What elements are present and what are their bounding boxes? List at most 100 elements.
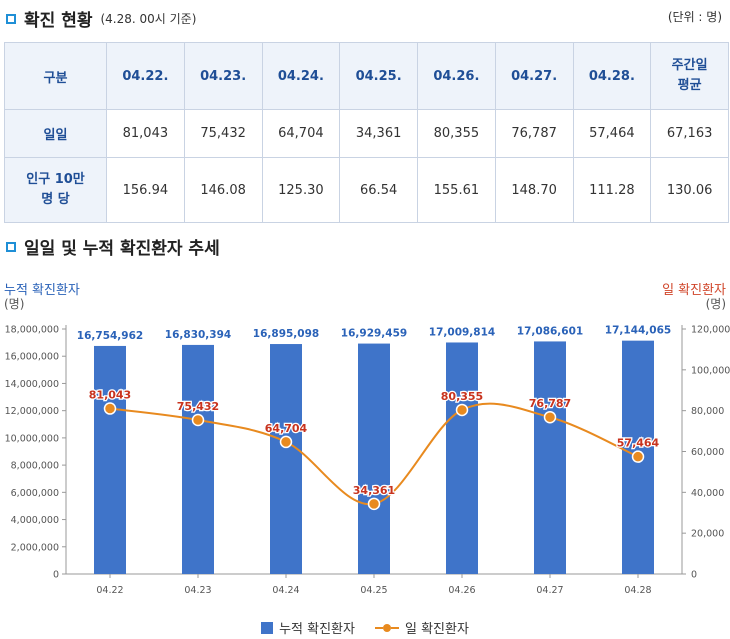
legend-label-cumulative: 누적 확진환자 [279, 622, 355, 637]
chart-legend: 누적 확진환자 일 확진환자 [0, 618, 730, 637]
left-tick-label: 4,000,000 [11, 515, 59, 526]
left-tick-label: 12,000,000 [5, 406, 59, 417]
legend-bar-swatch [261, 621, 274, 634]
table-cell: 76,787 [494, 109, 574, 158]
x-tick-label: 04.24 [272, 585, 299, 596]
x-tick-label: 04.26 [448, 585, 475, 596]
table-cell: 64,704 [261, 109, 341, 158]
left-tick-label: 10,000,000 [5, 433, 59, 444]
daily-value-label: 75,432 [177, 400, 219, 413]
daily-point [631, 450, 645, 463]
right-tick-label: 80,000 [691, 406, 724, 417]
bar-value-label: 16,895,098 [253, 328, 319, 340]
status-table: 구분 04.22. 04.23. 04.24. 04.25. 04.26. 04… [4, 42, 729, 223]
table-cell: 130.06 [650, 157, 729, 223]
daily-value-label: 81,043 [89, 389, 131, 402]
bar-value-label: 17,144,065 [605, 325, 671, 337]
legend-line-swatch [374, 623, 399, 632]
table-row-per-100k: 인구 10만 명 당 156.94 146.08 125.30 66.54 15… [4, 157, 729, 223]
bar-cumulative [446, 342, 478, 574]
daily-point [279, 435, 293, 449]
section-header-trend: 일일 및 누적 확진환자 추세 [6, 234, 220, 259]
section-title: 확진 현황 [24, 11, 93, 31]
bar-cumulative [182, 344, 214, 574]
left-tick-label: 14,000,000 [5, 379, 59, 390]
table-cell: 67,163 [650, 109, 729, 158]
bar-value-label: 16,929,459 [341, 328, 407, 340]
bar-value-label: 17,009,814 [429, 326, 495, 338]
daily-value-label: 34,361 [353, 484, 395, 497]
daily-point [191, 413, 205, 427]
daily-point [367, 497, 381, 511]
right-tick-label: 20,000 [691, 529, 724, 540]
header-cell: 04.26. [417, 42, 496, 110]
header-cell: 04.23. [183, 42, 263, 110]
x-tick-label: 04.27 [536, 585, 563, 596]
left-axis-title: 누적 확진환자 [4, 283, 80, 298]
header-cell-weekly-avg: 주간일 평균 [650, 42, 729, 110]
table-cell: 66.54 [339, 157, 418, 223]
daily-value-label: 64,704 [265, 422, 308, 435]
header-cell: 04.24. [261, 42, 341, 110]
bar-cumulative [358, 343, 390, 574]
bar-value-label: 16,830,394 [165, 329, 231, 341]
section-square-icon [6, 13, 16, 24]
bar-cumulative [94, 345, 126, 574]
right-axis-title: 일 확진환자 [662, 283, 726, 298]
table-header-row: 구분 04.22. 04.23. 04.24. 04.25. 04.26. 04… [4, 42, 729, 110]
header-cell: 구분 [4, 42, 107, 110]
table-cell: 155.61 [417, 157, 496, 223]
header-cell: 04.25. [339, 42, 418, 110]
right-tick-label: 60,000 [691, 447, 724, 458]
section-square-icon [6, 241, 16, 252]
header-cell: 04.22. [106, 42, 185, 110]
section-title: 일일 및 누적 확진환자 추세 [24, 239, 220, 259]
table-cell: 146.08 [183, 157, 263, 223]
section-subtitle: (4.28. 00시 기준) [100, 12, 197, 26]
bar-cumulative [534, 341, 566, 574]
left-axis-unit: (명) [4, 297, 24, 311]
daily-value-label: 57,464 [617, 437, 660, 450]
header-cell: 04.28. [572, 42, 652, 110]
x-tick-label: 04.25 [360, 585, 387, 596]
table-cell: 125.30 [261, 157, 341, 223]
table-row-daily: 일일 81,043 75,432 64,704 34,361 80,355 76… [4, 109, 729, 158]
x-tick-label: 04.23 [184, 585, 211, 596]
right-axis-unit: (명) [706, 297, 726, 311]
left-tick-label: 8,000,000 [11, 461, 59, 472]
table-cell: 34,361 [339, 109, 418, 158]
right-tick-label: 100,000 [691, 365, 730, 376]
daily-value-label: 80,355 [441, 390, 483, 403]
daily-value-label: 76,787 [529, 397, 571, 410]
right-tick-label: 0 [691, 570, 697, 581]
left-tick-label: 18,000,000 [5, 325, 59, 336]
left-tick-label: 2,000,000 [11, 542, 59, 553]
x-tick-label: 04.22 [96, 585, 123, 596]
right-tick-label: 120,000 [691, 325, 730, 336]
right-tick-label: 40,000 [691, 488, 724, 499]
unit-label: (단위 : 명) [667, 10, 722, 24]
daily-point [103, 402, 117, 415]
bar-value-label: 16,754,962 [77, 330, 143, 342]
header-cell: 04.27. [494, 42, 574, 110]
left-tick-label: 16,000,000 [5, 352, 59, 363]
table-cell: 57,464 [572, 109, 652, 158]
row-label: 인구 10만 명 당 [4, 157, 107, 223]
table-cell: 75,432 [183, 109, 263, 158]
bar-value-label: 17,086,601 [517, 325, 583, 337]
table-cell: 81,043 [106, 109, 185, 158]
table-cell: 148.70 [494, 157, 574, 223]
section-header-status: 확진 현황 (4.28. 00시 기준) [6, 6, 196, 31]
left-tick-label: 0 [53, 570, 59, 581]
table-cell: 80,355 [417, 109, 496, 158]
row-label: 일일 [4, 109, 107, 158]
legend-label-daily: 일 확진환자 [404, 622, 469, 637]
bar-cumulative [270, 344, 302, 574]
table-cell: 111.28 [572, 157, 652, 223]
x-tick-label: 04.28 [624, 585, 651, 596]
table-cell: 156.94 [106, 157, 185, 223]
daily-point [455, 403, 469, 417]
daily-point [543, 410, 557, 424]
left-tick-label: 6,000,000 [11, 488, 59, 499]
trend-chart: 누적 확진환자(명)일 확진환자(명)02,000,0004,000,0006,… [4, 283, 730, 596]
